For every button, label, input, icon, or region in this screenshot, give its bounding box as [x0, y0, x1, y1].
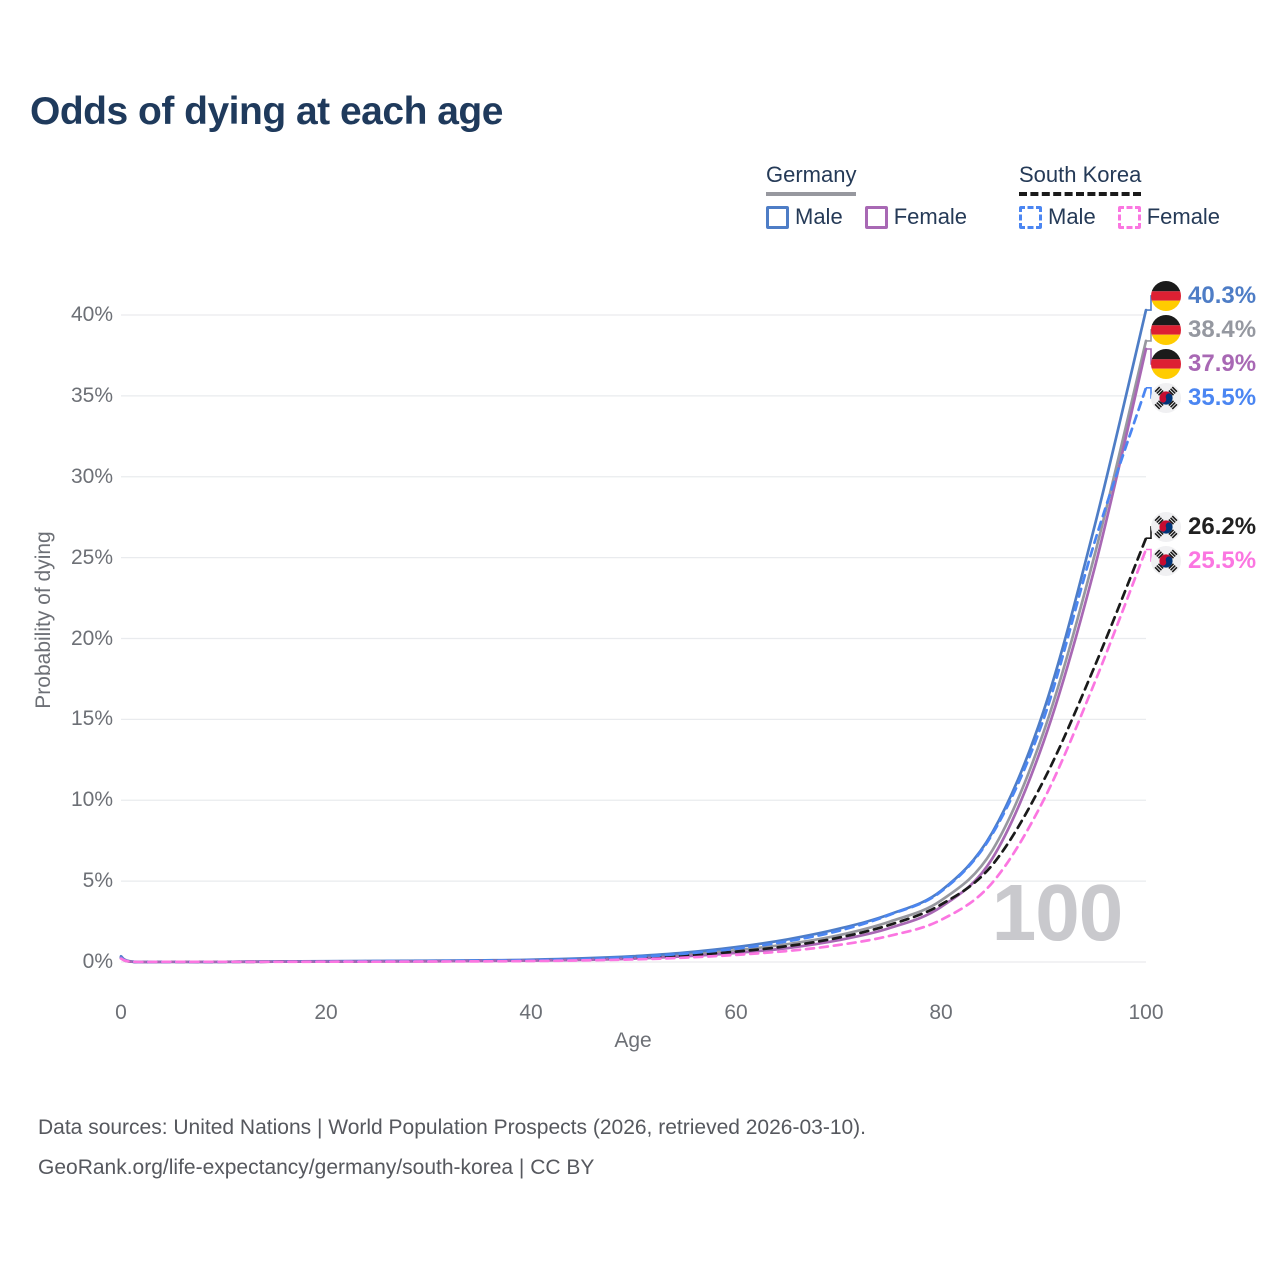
chart-title: Odds of dying at each age	[30, 90, 503, 133]
legend-item-germany-female[interactable]: Female	[864, 204, 968, 230]
legend-group-south-korea: South Korea Male Female	[1019, 162, 1220, 230]
y-axis-title: Probability of dying	[32, 531, 55, 709]
flag-south-korea-icon	[1151, 382, 1181, 413]
y-tick-10%: 10%	[70, 788, 113, 812]
legend-swatch-germany-male	[766, 205, 789, 229]
end-label-value-germany: 38.4%	[1188, 315, 1257, 343]
flag-south-korea-icon	[1151, 511, 1181, 542]
legend-item-germany-male[interactable]: Male	[766, 204, 843, 230]
y-tick-40%: 40%	[70, 303, 113, 326]
legend-item-south-korea-male[interactable]: Male	[1019, 204, 1096, 230]
series-line-south-korea-female	[119, 548, 1148, 964]
end-label-south-korea-female: 25.5%	[1151, 545, 1257, 576]
flag-germany-icon	[1151, 280, 1181, 311]
age-watermark: 100	[991, 868, 1123, 957]
end-label-germany-male: 40.3%	[1151, 280, 1257, 311]
legend-swatch-south-korea-male	[1019, 205, 1042, 229]
end-label-germany: 38.4%	[1151, 314, 1257, 345]
end-label-south-korea: 26.2%	[1151, 511, 1257, 542]
footer-source-line: Data sources: United Nations | World Pop…	[38, 1116, 867, 1139]
y-tick-5%: 5%	[82, 869, 113, 893]
legend-header-germany[interactable]: Germany	[766, 162, 857, 196]
legend-item-south-korea-female[interactable]: Female	[1117, 204, 1221, 230]
x-tick-80: 80	[929, 1001, 953, 1024]
flag-south-korea-icon	[1151, 545, 1181, 576]
y-tick-20%: 20%	[70, 626, 113, 650]
end-label-value-germany-male: 40.3%	[1188, 281, 1257, 309]
legend-label-south-korea-male: Male	[1048, 204, 1096, 229]
legend-group-germany: Germany Male Female	[766, 162, 967, 230]
end-label-south-korea-male: 35.5%	[1151, 382, 1257, 413]
y-tick-0%: 0%	[82, 950, 113, 973]
x-tick-100: 100	[1128, 1001, 1164, 1024]
legend-swatch-germany-female	[864, 205, 888, 229]
flag-germany-icon	[1151, 314, 1181, 345]
legend-label-south-korea-female: Female	[1146, 204, 1221, 229]
legend-header-south-korea[interactable]: South Korea	[1019, 162, 1142, 196]
x-tick-20: 20	[314, 1001, 338, 1024]
legend-swatch-south-korea-female	[1117, 205, 1141, 229]
footer-license-line: GeoRank.org/life-expectancy/germany/sout…	[38, 1156, 595, 1179]
end-label-value-germany-female: 37.9%	[1188, 349, 1257, 377]
end-label-value-south-korea-male: 35.5%	[1188, 383, 1257, 411]
end-label-value-south-korea-female: 25.5%	[1188, 546, 1257, 574]
y-tick-35%: 35%	[70, 383, 113, 407]
x-axis-title: Age	[614, 1029, 652, 1052]
footer: Data sources: United Nations | World Pop…	[38, 1108, 866, 1188]
y-tick-25%: 25%	[70, 545, 113, 569]
flag-germany-icon	[1151, 348, 1181, 379]
x-tick-40: 40	[519, 1001, 543, 1024]
y-tick-15%: 15%	[70, 707, 113, 731]
end-label-value-south-korea: 26.2%	[1188, 512, 1257, 540]
x-tick-60: 60	[724, 1001, 748, 1024]
y-tick-30%: 30%	[70, 464, 113, 488]
end-label-germany-female: 37.9%	[1151, 348, 1257, 379]
x-tick-0: 0	[115, 1001, 127, 1024]
legend-label-germany-male: Male	[795, 204, 843, 229]
legend-label-germany-female: Female	[893, 204, 968, 229]
series-line-germany-male	[119, 308, 1148, 964]
